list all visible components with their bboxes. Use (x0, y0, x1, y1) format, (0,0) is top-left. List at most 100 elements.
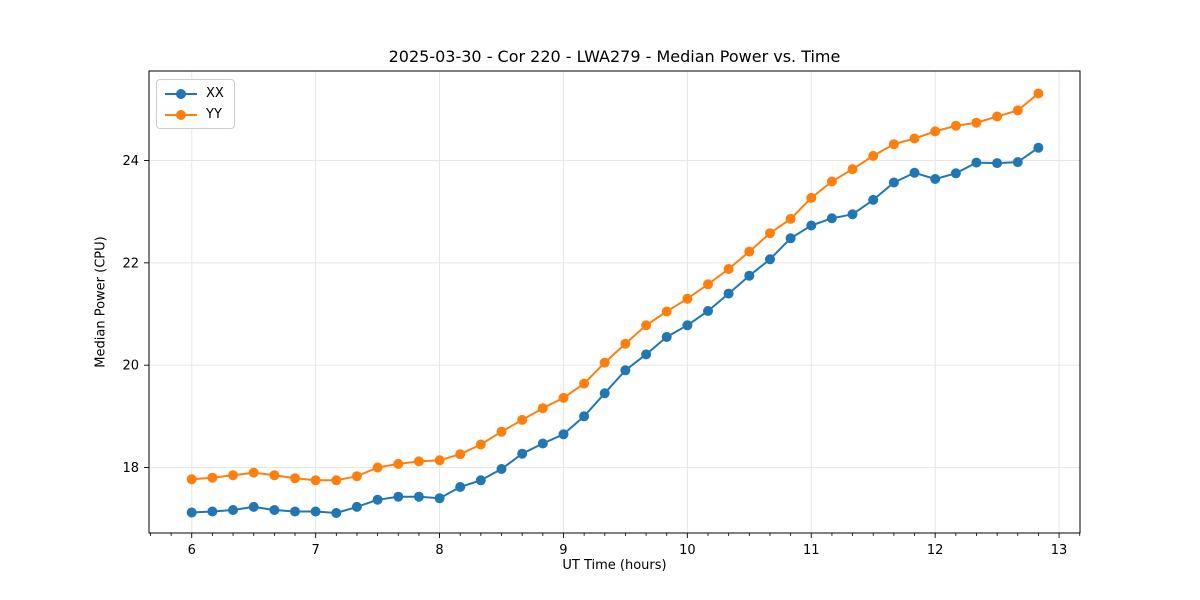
legend-marker-icon (176, 109, 186, 120)
data-point-marker (207, 506, 218, 517)
x-tick-label: 6 (188, 543, 196, 558)
data-point-marker (888, 177, 899, 188)
y-tick-label: 18 (122, 461, 139, 476)
data-point-marker (455, 449, 466, 460)
data-point-marker (413, 491, 424, 502)
x-tick-label: 7 (312, 543, 320, 558)
y-tick-label: 22 (122, 256, 139, 271)
x-tick-label: 9 (559, 543, 567, 558)
data-point-marker (310, 475, 321, 486)
data-point-marker (599, 388, 610, 399)
data-point-marker (413, 456, 424, 467)
data-point-marker (641, 349, 652, 360)
series-YY-line (191, 92, 1040, 482)
data-point-marker (248, 467, 259, 478)
data-point-marker (950, 120, 961, 131)
data-point-marker (537, 403, 548, 414)
gridlines (149, 71, 1080, 533)
x-major-ticks: 6 7 8 9 10 11 12 13 (188, 533, 1068, 558)
data-point-marker (826, 176, 837, 187)
data-point-marker (228, 470, 238, 481)
data-point-marker (331, 508, 342, 518)
data-point-marker (785, 233, 796, 244)
data-point-marker (434, 493, 445, 504)
data-point-marker (351, 501, 362, 512)
data-point-marker (228, 505, 238, 515)
data-point-marker (434, 455, 445, 466)
data-point-marker (641, 320, 652, 331)
data-point-marker (372, 462, 383, 473)
legend-line-sample (165, 88, 197, 99)
data-point-marker (703, 306, 713, 316)
data-point-marker (579, 378, 590, 389)
data-point-marker (1033, 142, 1044, 153)
legend-marker-icon (176, 88, 186, 99)
data-point-marker (290, 473, 300, 484)
data-point-marker (290, 506, 300, 517)
data-point-marker (517, 414, 528, 425)
data-point-marker (269, 470, 280, 481)
x-tick-label: 13 (1051, 543, 1068, 558)
data-point-marker (682, 320, 693, 331)
data-point-marker (1012, 105, 1023, 116)
data-point-marker (351, 471, 362, 482)
data-point-marker (475, 439, 486, 450)
data-point-marker (455, 482, 466, 492)
legend-label: XX (206, 86, 224, 101)
data-point-marker (393, 458, 404, 469)
y-tick-label: 24 (122, 154, 139, 169)
data-point-marker (661, 306, 672, 317)
data-point-marker (331, 475, 342, 486)
data-point-marker (207, 472, 218, 483)
x-tick-label: 8 (435, 543, 443, 558)
data-point-marker (765, 228, 775, 239)
series-YY-markers (186, 88, 1044, 486)
legend-item-xx: XX (165, 84, 224, 103)
data-point-marker (806, 192, 817, 203)
data-point-marker (847, 164, 858, 175)
data-point-marker (785, 213, 796, 224)
data-point-marker (909, 133, 920, 144)
data-point-marker (992, 111, 1003, 122)
x-axis-label: UT Time (hours) (562, 558, 667, 573)
data-point-marker (1033, 88, 1044, 99)
data-point-marker (992, 158, 1003, 169)
data-point-marker (744, 246, 755, 257)
data-point-marker (765, 254, 775, 265)
data-point-marker (393, 491, 404, 502)
data-point-marker (1012, 157, 1023, 168)
chart-title: 2025-03-30 - Cor 220 - LWA279 - Median P… (388, 47, 841, 66)
data-point-marker (703, 279, 713, 290)
data-point-marker (950, 168, 961, 179)
data-point-marker (723, 264, 734, 274)
data-point-marker (475, 475, 486, 486)
x-tick-label: 10 (679, 543, 696, 558)
data-point-marker (888, 139, 899, 150)
data-point-marker (269, 505, 280, 515)
legend-item-yy: YY (165, 105, 224, 124)
data-point-marker (372, 494, 383, 505)
data-point-marker (868, 194, 879, 205)
data-point-marker (579, 411, 590, 422)
y-tick-label: 20 (122, 359, 139, 374)
axes-spines (148, 70, 1081, 534)
x-tick-label: 11 (803, 543, 820, 558)
data-point-marker (517, 448, 528, 459)
data-point-marker (599, 357, 610, 368)
data-point-marker (186, 474, 197, 485)
data-point-marker (868, 150, 879, 161)
data-point-marker (310, 506, 321, 517)
data-point-marker (558, 392, 569, 403)
data-point-marker (847, 209, 858, 220)
data-point-marker (186, 507, 197, 518)
data-point-marker (248, 501, 259, 512)
data-point-marker (558, 429, 569, 440)
legend-line-sample (165, 109, 197, 120)
data-point-marker (661, 332, 672, 342)
data-point-marker (826, 213, 837, 224)
y-major-ticks: 18 20 22 24 (122, 154, 149, 476)
data-point-marker (723, 288, 734, 299)
data-point-marker (620, 338, 631, 349)
data-point-marker (930, 174, 941, 184)
